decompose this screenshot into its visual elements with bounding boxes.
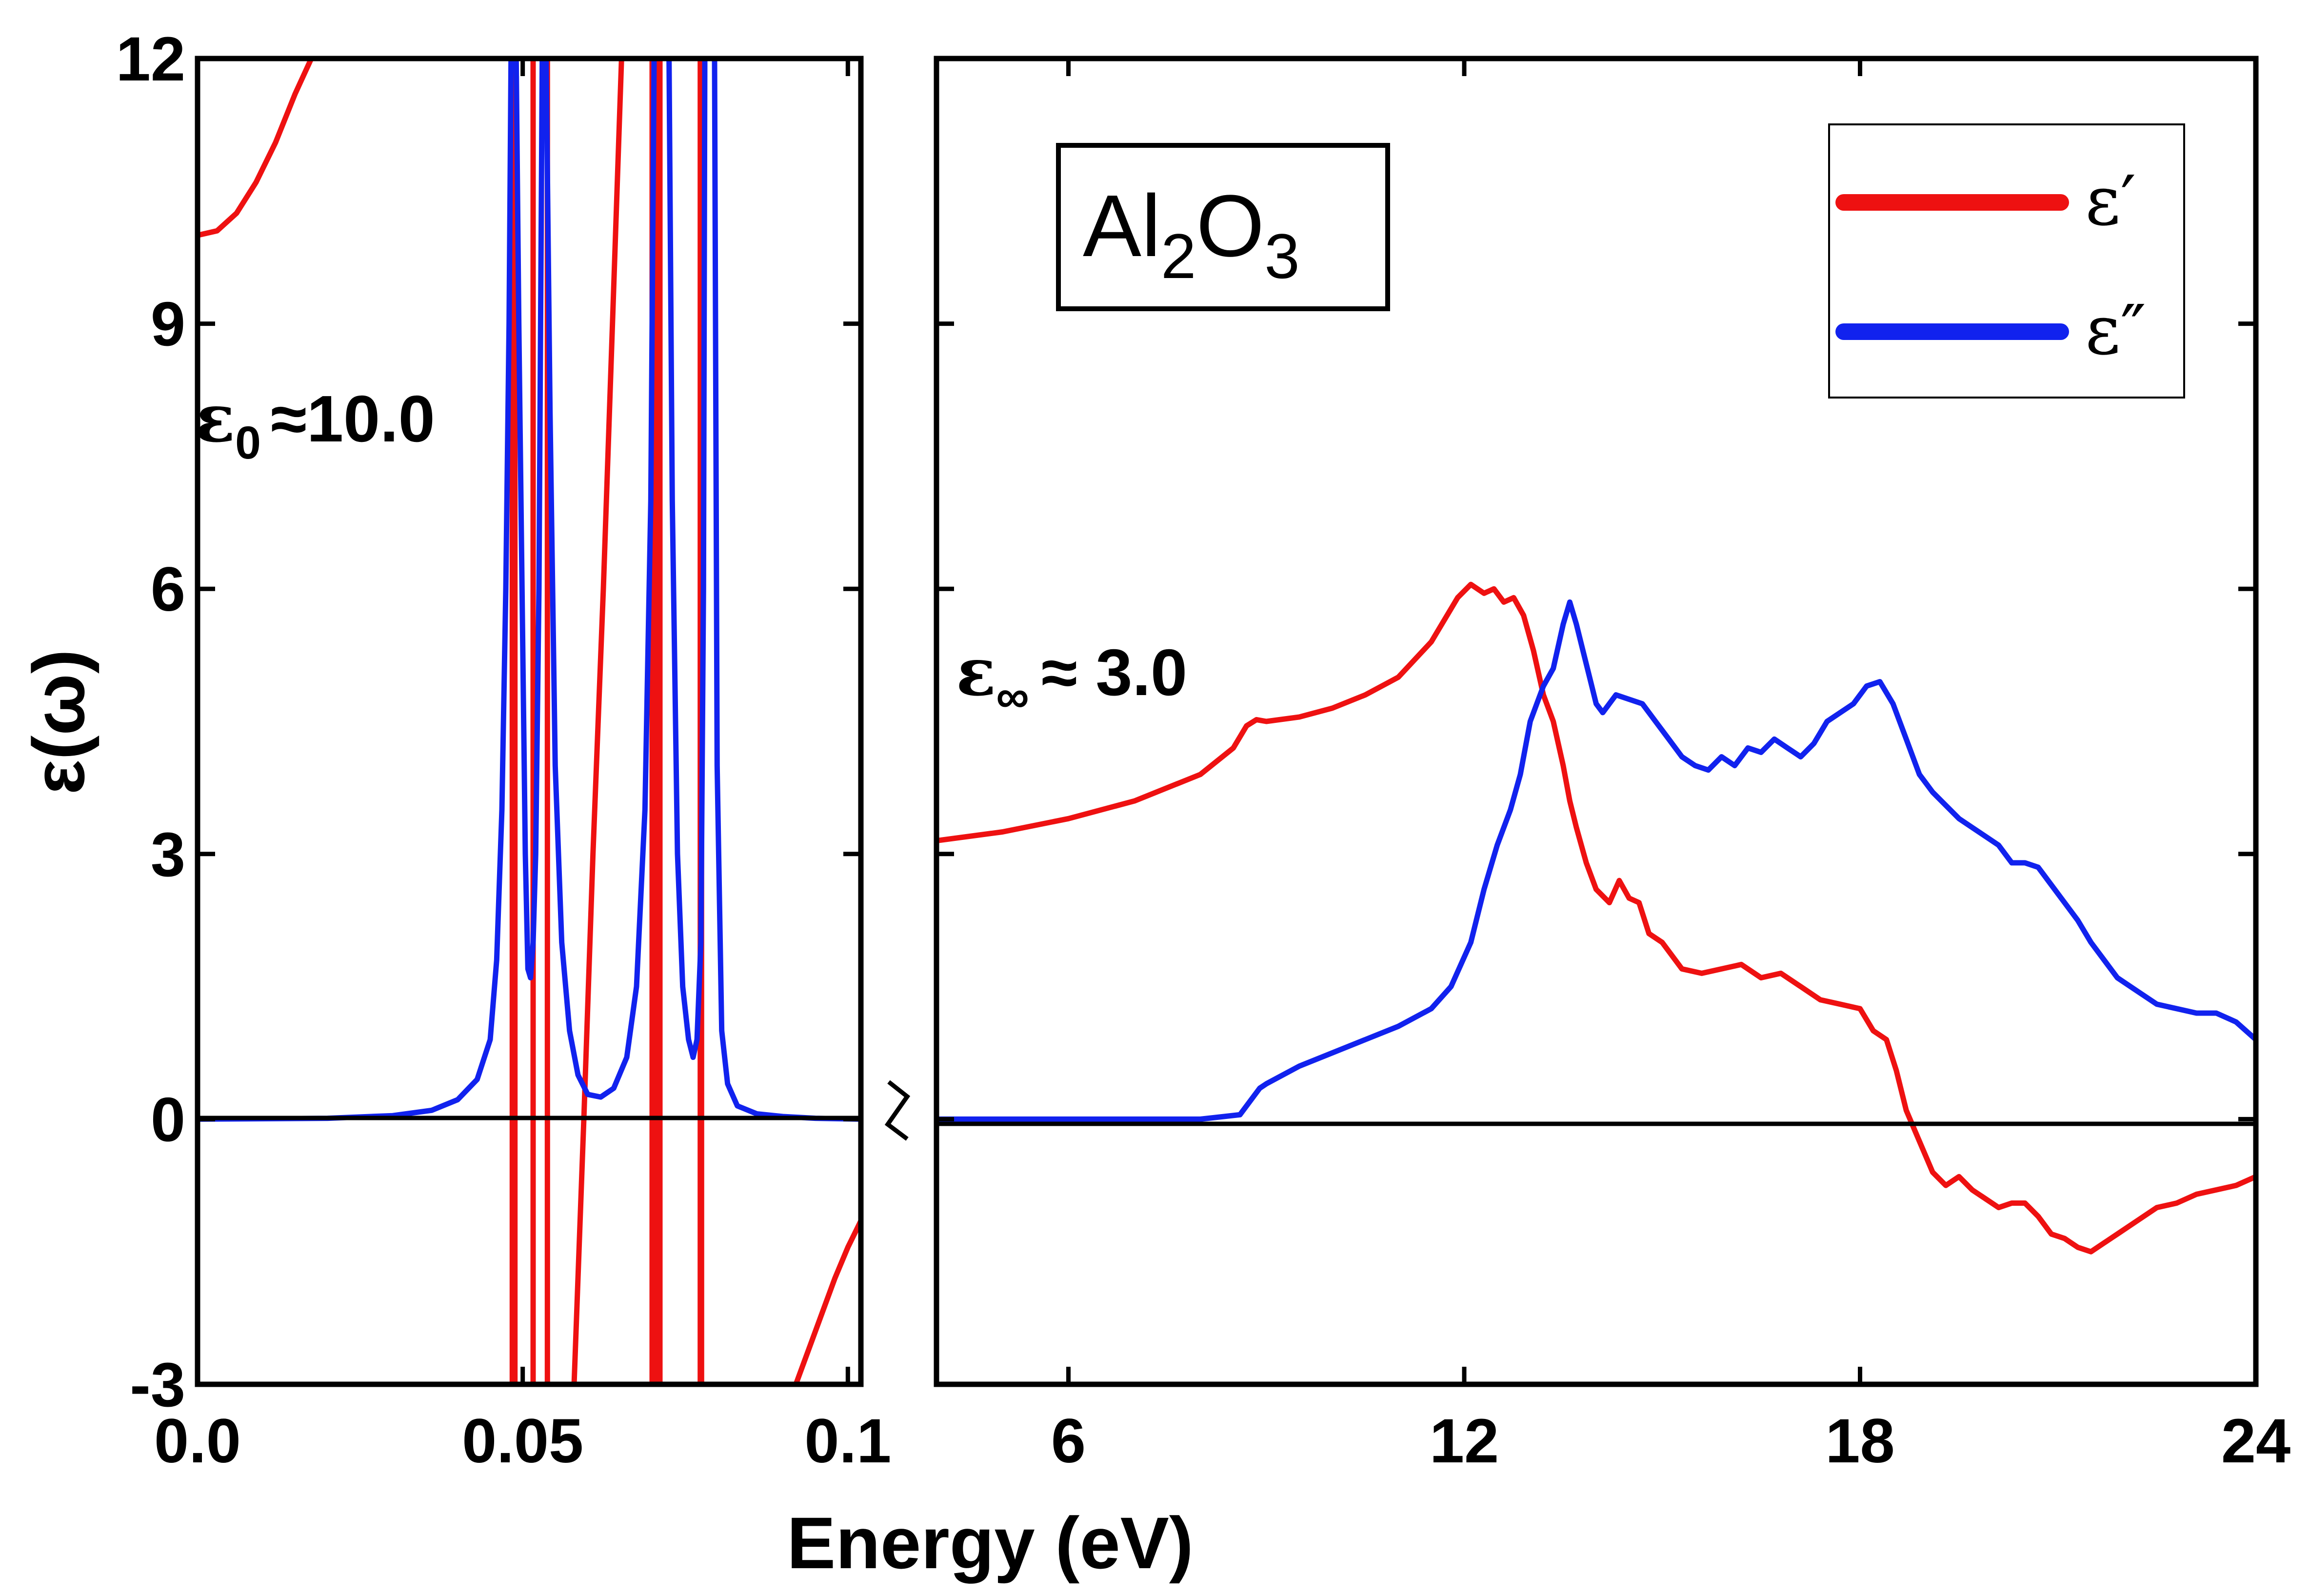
- material-label-border: [1056, 143, 1390, 311]
- left-y-tick-label: 0: [151, 1085, 185, 1155]
- left-annotation-subscript: 0: [235, 417, 261, 469]
- left-annotation-symbol: ε: [195, 379, 235, 457]
- material-label: Al2O3: [1083, 177, 1300, 292]
- right-x-tick-label: 18: [1825, 1406, 1894, 1476]
- left-annotation: ε0 ≈10.0: [195, 379, 435, 469]
- right-series-layer: [936, 581, 2256, 1255]
- material-label-sub-2: 2: [1161, 220, 1196, 292]
- right-eps-real-line-0: [936, 581, 2256, 1255]
- legend: ε′ ε″: [1828, 123, 2185, 399]
- material-label-sub-3: 3: [1264, 220, 1299, 292]
- left-eps-real-line-12: [793, 1218, 861, 1384]
- legend-label-eps-real: ε′: [2085, 161, 2136, 241]
- material-label-box: Al2O3: [1056, 143, 1390, 311]
- left-eps-imag-line-1: [513, 59, 545, 980]
- material-label-al: Al: [1083, 177, 1161, 275]
- right-panel: 6 12 18 24 Al2O3 ε′ ε″ ε∞ ≈ 3.0: [934, 56, 2290, 1476]
- legend-label-eps-imag: ε″: [2085, 291, 2146, 370]
- material-label-o: O: [1196, 177, 1264, 275]
- left-plot-frame: [195, 56, 864, 1387]
- left-eps-imag-line-2: [543, 59, 657, 1100]
- left-y-tick-label: 9: [151, 290, 185, 359]
- axis-break-marker: [884, 1080, 911, 1141]
- right-x-tick-label: 12: [1430, 1406, 1499, 1476]
- right-x-tick-label: 6: [1051, 1406, 1086, 1476]
- right-annotation-value: ≈ 3.0: [1041, 636, 1187, 709]
- x-axis-title: Energy (eV): [787, 1502, 1194, 1584]
- left-x-tick-label: 0.1: [804, 1406, 891, 1476]
- right-x-tick-label: 24: [2221, 1406, 2290, 1476]
- right-plot-frame: [934, 56, 2259, 1387]
- left-x-tick-label: 0.0: [154, 1406, 241, 1476]
- left-y-tick-label: 12: [116, 24, 185, 94]
- right-annotation-symbol: ε: [956, 633, 996, 711]
- right-annotation-subscript: ∞: [996, 671, 1029, 722]
- svg-text:ε0≈10.0: ε0 ≈10.0: [195, 379, 435, 469]
- y-axis-title: ε(ω): [18, 649, 100, 795]
- left-y-tick-label: 3: [151, 820, 185, 890]
- legend-box: [1828, 123, 2185, 399]
- svg-text:ε∞≈ 3.0: ε∞ ≈ 3.0: [956, 633, 1187, 722]
- left-y-tick-label: -3: [130, 1350, 185, 1420]
- right-eps-imag-line-0: [936, 599, 2256, 1122]
- left-series-layer: [198, 59, 861, 1384]
- right-annotation: ε∞ ≈ 3.0: [956, 633, 1187, 722]
- left-eps-imag-line-3: [666, 59, 708, 1060]
- left-eps-real-line-5: [571, 59, 624, 1384]
- right-tick-layer: 6 12 18 24: [936, 56, 2290, 1476]
- left-x-tick-label: 0.05: [462, 1406, 583, 1476]
- left-annotation-value: ≈10.0: [271, 382, 435, 456]
- left-eps-real-line-0: [198, 59, 314, 238]
- left-y-tick-label: 6: [151, 555, 185, 624]
